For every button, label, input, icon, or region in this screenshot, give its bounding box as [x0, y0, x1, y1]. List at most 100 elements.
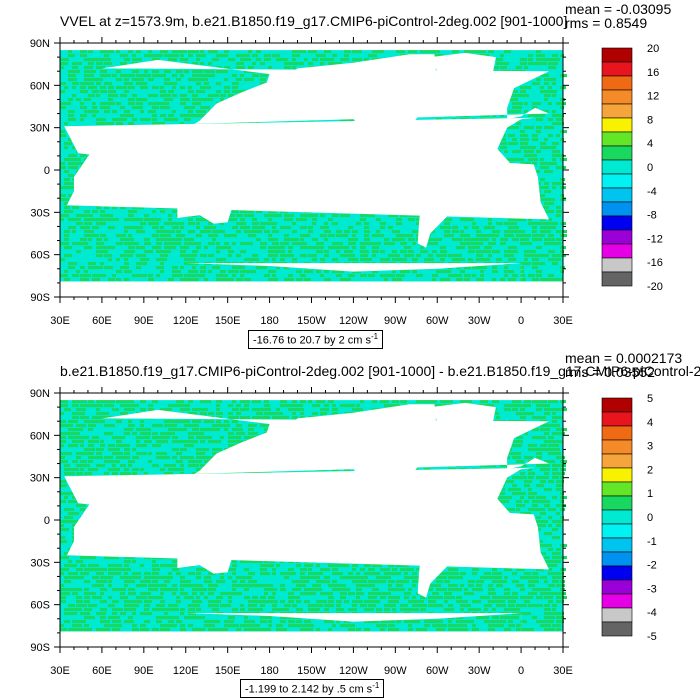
- colorbar-swatch: [601, 61, 633, 77]
- colorbar-label: 3: [647, 441, 653, 453]
- top-rms: rms = 0.8549: [565, 15, 648, 31]
- y-tick-label: 30N: [30, 123, 50, 135]
- x-tick-label: 120E: [173, 665, 199, 677]
- bottom-rms: rms = 0.03552: [565, 364, 655, 380]
- x-tick-label: 90W: [384, 665, 407, 677]
- colorbar-swatch: [601, 621, 633, 637]
- colorbar-swatch: [601, 551, 633, 567]
- colorbar-swatch: [601, 425, 633, 441]
- colorbar-label: -4: [647, 186, 657, 198]
- colorbar-swatch: [601, 257, 633, 273]
- x-tick-label: 60W: [426, 665, 449, 677]
- x-tick-label: 90E: [134, 665, 154, 677]
- x-tick-label: 0: [518, 665, 524, 677]
- colorbar-swatch: [601, 439, 633, 455]
- colorbar-swatch: [601, 397, 633, 413]
- colorbar-swatch: [601, 579, 633, 595]
- colorbar-swatch: [601, 131, 633, 147]
- top-mean: mean = -0.03095: [565, 1, 672, 17]
- greenland-land: [430, 402, 496, 436]
- colorbar-swatch: [601, 75, 633, 91]
- x-tick-label: 30E: [553, 315, 573, 327]
- bottom-range-label: -1.199 to 2.142 by .5 cm s-1: [240, 679, 385, 698]
- colorbar-swatch: [601, 271, 633, 287]
- x-tick-label: 30E: [50, 315, 70, 327]
- x-tick-label: 30W: [468, 315, 491, 327]
- colorbar-label: -4: [647, 607, 657, 619]
- colorbar-label: 5: [647, 393, 653, 405]
- colorbar-swatch: [601, 47, 633, 63]
- y-tick-label: 60S: [30, 250, 50, 262]
- south-america-land: [407, 153, 473, 248]
- colorbar-label: -8: [647, 210, 657, 222]
- north-america-land: [286, 404, 445, 509]
- colorbar-label: 16: [647, 67, 659, 79]
- x-tick-label: 90E: [134, 315, 154, 327]
- x-tick-label: 120W: [339, 665, 368, 677]
- colorbar-label: 20: [647, 43, 659, 55]
- y-tick-label: 90S: [30, 292, 50, 304]
- top-panel: 90N 60N 30N 0 30S 60S 90S 30E 60E 90E 120E 150E 180 1…: [30, 1, 672, 349]
- colorbar-swatch: [601, 201, 633, 217]
- y-tick-label: 0: [44, 165, 50, 177]
- top-range-label: -16.76 to 20.7 by 2 cm s-1: [248, 330, 384, 349]
- colorbar-swatch: [601, 173, 633, 189]
- y-tick-label: 60N: [30, 80, 50, 92]
- colorbar-swatch: [601, 89, 633, 105]
- top-title: VVEL at z=1573.9m, b.e21.B1850.f19_g17.C…: [60, 13, 568, 29]
- colorbar-label: 8: [647, 114, 653, 126]
- australia-land: [177, 536, 232, 574]
- colorbar-label: 1: [647, 488, 653, 500]
- colorbar-swatch: [601, 467, 633, 483]
- greenland-land: [430, 52, 496, 86]
- colorbar-swatch: [601, 103, 633, 119]
- colorbar-swatch: [601, 509, 633, 525]
- indonesia-land: [150, 162, 186, 182]
- y-tick-label: 0: [44, 515, 50, 527]
- x-tick-label: 180: [260, 665, 278, 677]
- colorbar-label: 4: [647, 417, 653, 429]
- colorbar-swatch: [601, 453, 633, 469]
- colorbar-swatch: [601, 537, 633, 553]
- y-tick-label: 90N: [30, 388, 50, 400]
- x-tick-label: 0: [518, 315, 524, 327]
- colorbar-label: 2: [647, 464, 653, 476]
- colorbar-swatch: [601, 215, 633, 231]
- colorbar-swatch: [601, 229, 633, 245]
- x-tick-label: 120W: [339, 315, 368, 327]
- x-tick-label: 60E: [92, 665, 112, 677]
- x-tick-label: 180: [260, 315, 278, 327]
- colorbar-label: 12: [647, 91, 659, 103]
- y-tick-label: 30N: [30, 473, 50, 485]
- x-tick-label: 30W: [468, 665, 491, 677]
- x-tick-label: 30E: [553, 665, 573, 677]
- x-tick-label: 150E: [215, 315, 241, 327]
- colorbar-swatch: [601, 187, 633, 203]
- colorbar-swatch: [601, 145, 633, 161]
- x-tick-label: 150E: [215, 665, 241, 677]
- north-pole-blank: [60, 43, 563, 51]
- colorbar-label: -2: [647, 560, 657, 572]
- colorbar-swatch: [601, 481, 633, 497]
- colorbar-label: -1: [647, 536, 657, 548]
- colorbar-swatch: [601, 607, 633, 623]
- y-tick-label: 30S: [30, 207, 50, 219]
- colorbar-label: -20: [647, 281, 663, 293]
- colorbar-label: 0: [647, 512, 653, 524]
- colorbar-swatch: [601, 593, 633, 609]
- colorbar-swatch: [601, 565, 633, 581]
- colorbar-swatch: [601, 159, 633, 175]
- colorbar-label: 4: [647, 138, 653, 150]
- x-tick-label: 90W: [384, 315, 407, 327]
- bottom-panel: 90N 60N 30N 0 30S 60S 90S 30E 60E 90E 120E 150E 180 1…: [0, 350, 700, 700]
- bottom-title: b.e21.B1850.f19_g17.CMIP6-piControl-2deg…: [60, 363, 700, 379]
- indonesia-land: [150, 512, 186, 532]
- north-america-land: [286, 54, 445, 159]
- bottom-mean: mean = 0.0002173: [565, 350, 683, 366]
- x-tick-label: 60W: [426, 315, 449, 327]
- y-tick-label: 90N: [30, 38, 50, 50]
- x-tick-label: 150W: [297, 665, 326, 677]
- y-tick-label: 60S: [30, 600, 50, 612]
